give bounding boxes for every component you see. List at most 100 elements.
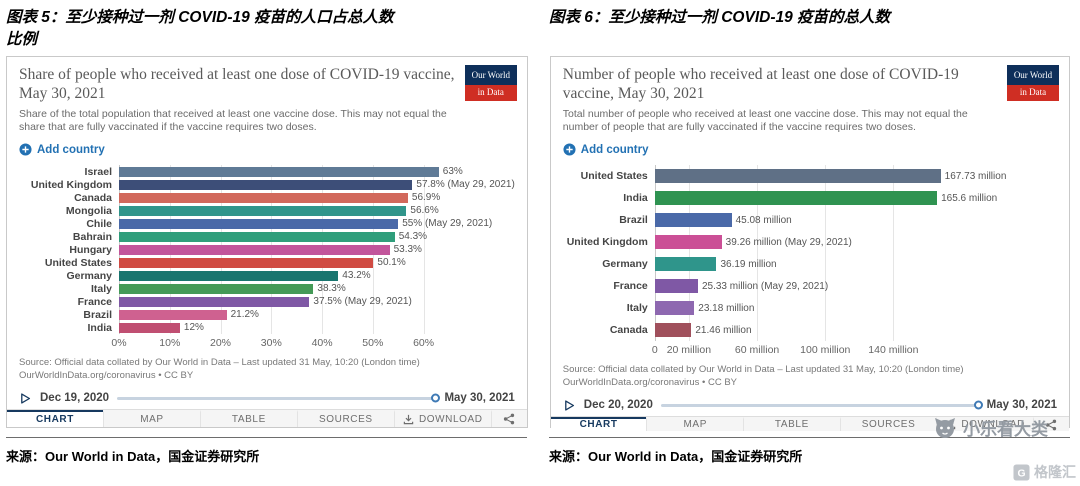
gridline [825,165,827,342]
bar-row: Chile 55% (May 29, 2021) [19,217,515,230]
timeline-end-date: May 30, 2021 [444,392,515,405]
tab-chart[interactable]: CHART [7,409,103,427]
play-icon[interactable] [563,399,576,412]
bar[interactable] [119,166,439,177]
country-label: Bahrain [72,230,112,243]
axis-tick-label: 0 [651,344,658,357]
tab-label: CHART [579,419,618,431]
bar-row: Brazil 45.08 million [563,209,1057,231]
axis-tick-label: 30% [260,337,282,350]
bar[interactable] [654,257,717,272]
bar[interactable] [119,205,407,216]
bar-track: 43.2% [119,270,515,281]
bar-value-label: 54.3% [398,231,428,243]
share-button[interactable] [490,409,527,427]
tab-download[interactable]: DOWNLOAD [393,409,491,427]
bar-value-label: 50.1% [377,257,406,269]
tab-table[interactable]: TABLE [743,416,840,431]
svg-text:G: G [1017,468,1025,479]
bar[interactable] [654,235,722,250]
bar[interactable] [119,270,339,281]
bar[interactable] [119,231,395,242]
bar-chart: Israel 63% United Kingdom 57.8% (May 29, 20… [19,165,515,350]
axis-tick-label: 0% [111,337,127,350]
tab-map[interactable]: MAP [646,416,743,431]
bar[interactable] [119,257,374,268]
add-country-button[interactable]: Add country [563,143,649,156]
axis-tick-label: 10% [159,337,181,350]
bar-track: 56.6% [119,205,515,216]
bar[interactable] [119,322,180,333]
timeline-track[interactable] [117,393,441,403]
tab-sources[interactable]: SOURCES [839,416,937,431]
tab-download[interactable]: DOWNLOAD [936,416,1033,431]
bar[interactable] [654,323,692,338]
axis-tick-label: 60% [413,337,435,350]
share-button[interactable] [1032,416,1069,431]
bar[interactable] [119,179,413,190]
country-label: Mongolia [65,204,112,217]
bar-track: 39.26 million (May 29, 2021) [654,235,1057,250]
timeline-track[interactable] [660,400,983,410]
timeline-start-date: Dec 20, 2020 [583,399,653,412]
bar-value-label: 21.46 million [695,324,752,336]
country-label: Germany [66,269,112,282]
owid-logo[interactable]: Our World in Data [464,65,517,101]
source-line2: OurWorldInData.org/coronavirus • CC BY [19,370,194,382]
axis-tick-label: 20 million [666,344,712,357]
bar[interactable] [654,279,698,294]
chart-title: Share of people who received at least on… [19,66,455,103]
play-icon[interactable] [19,392,32,405]
figure6-heading-line1: 图表 6：至少接种过一剂 COVID-19 疫苗的总人数 [549,9,891,26]
bar-value-label: 56.9% [411,192,441,204]
country-label: India [87,321,112,334]
tab-sources[interactable]: SOURCES [296,409,394,427]
bar-track: 37.5% (May 29, 2021) [119,296,515,307]
bar-track: 56.9% [119,192,515,203]
bar-value-label: 37.5% (May 29, 2021) [313,296,412,308]
bar[interactable] [119,283,314,294]
owid-logo[interactable]: Our World in Data [1007,65,1059,101]
chart-tab-bar: CHART MAP TABLE SOURCES DOWNLOAD [550,415,1069,431]
bar-row: United States 50.1% [19,256,515,269]
bar-row: Canada 21.46 million [563,319,1057,341]
timeline-handle[interactable] [431,393,441,403]
figure5-heading: 图表 5：至少接种过一剂 COVID-19 疫苗的人口占总人数 比例 [6,7,527,51]
bar[interactable] [654,169,941,184]
tab-chart[interactable]: CHART [550,416,647,431]
bar[interactable] [119,296,310,307]
bar-row: United Kingdom 39.26 million (May 29, 202… [563,231,1057,253]
bar-track: 167.73 million [654,169,1057,184]
bar[interactable] [654,213,732,228]
bar[interactable] [654,191,938,206]
bar-value-label: 23.18 million [698,302,755,314]
tab-map[interactable]: MAP [102,409,200,427]
bar-row: Brazil 21.2% [19,308,515,321]
share-icon [504,413,515,425]
bar[interactable] [119,244,390,255]
chart-subtitle: Share of the total population that recei… [19,107,447,134]
grid-layer [654,165,955,342]
add-country-button[interactable]: Add country [19,143,105,156]
x-axis: 0 20 million 60 million 100 million 140 mill… [651,341,955,357]
bar-value-label: 57.8% (May 29, 2021) [416,179,515,191]
bar[interactable] [119,218,399,229]
bar[interactable] [119,309,227,320]
bar-row: United Kingdom 57.8% (May 29, 2021) [19,178,515,191]
figure6-heading: 图表 6：至少接种过一剂 COVID-19 疫苗的总人数 [549,7,1070,51]
bar-chart: United States 167.73 million India 165.6 mi… [563,165,1057,357]
figure5-heading-line2: 比例 [6,31,38,48]
country-label: India [623,192,648,205]
owid-logo-line2: in Data [1007,85,1059,101]
gelonghui-icon: G [1013,463,1030,481]
timeline-handle[interactable] [973,400,983,410]
bar[interactable] [119,192,408,203]
tab-table[interactable]: TABLE [199,409,297,427]
bar[interactable] [654,301,695,316]
chart-title: Number of people who received at least o… [562,66,959,103]
country-label: United States [580,170,648,183]
axis-tick-label: 50% [362,337,384,350]
bar-row: Germany 43.2% [19,269,515,282]
gridline [654,165,656,342]
caption-right: 来源：Our World in Data，国金证券研究所 [549,437,1070,465]
